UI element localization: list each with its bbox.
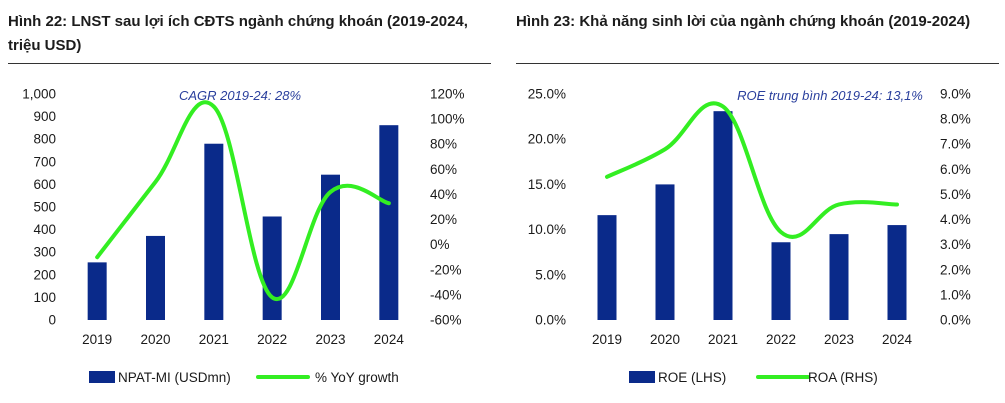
- right-axis-tick: 40%: [430, 187, 457, 202]
- figure-22-rule: [8, 63, 491, 64]
- category-label: 2020: [650, 332, 680, 347]
- right-axis-tick: 8.0%: [940, 112, 971, 127]
- bar-2022: [771, 242, 791, 320]
- bar-2023: [321, 174, 340, 320]
- legend-bar-label: NPAT-MI (USDmn): [118, 370, 231, 385]
- legend-bar-label: ROE (LHS): [658, 370, 726, 385]
- left-axis-tick: 600: [33, 177, 56, 192]
- bar-2019: [87, 262, 107, 320]
- bar-2020: [146, 235, 165, 320]
- category-label: 2022: [257, 332, 287, 347]
- figure-22-panel: Hình 22: LNST sau lợi ích CĐTS ngành chứ…: [0, 0, 497, 403]
- left-axis-tick: 700: [33, 154, 56, 169]
- left-axis-tick: 20.0%: [528, 132, 566, 147]
- category-label: 2021: [199, 332, 229, 347]
- left-axis-tick: 10.0%: [528, 222, 566, 237]
- left-axis-tick: 15.0%: [528, 177, 566, 192]
- right-axis-tick: 60%: [430, 162, 457, 177]
- right-axis-tick: 2.0%: [940, 262, 971, 277]
- figure-23-panel: Hình 23: Khả năng sinh lời của ngành chứ…: [508, 0, 1005, 403]
- bar-2023: [829, 234, 849, 320]
- right-axis-tick: 3.0%: [940, 237, 971, 252]
- right-axis-tick: -60%: [430, 313, 462, 328]
- left-axis-tick: 900: [33, 109, 56, 124]
- category-label: 2021: [708, 332, 738, 347]
- right-axis-tick: 6.0%: [940, 162, 971, 177]
- right-axis-tick: 80%: [430, 137, 457, 152]
- right-axis-tick: 1.0%: [940, 287, 971, 302]
- left-axis-tick: 0: [48, 313, 56, 328]
- left-axis-tick: 400: [33, 222, 56, 237]
- roe-average-annotation: ROE trung bình 2019-24: 13,1%: [737, 88, 923, 103]
- bar-2021: [204, 143, 224, 320]
- category-label: 2024: [882, 332, 913, 347]
- roe-roa-chart: ROE trung bình 2019-24: 13,1% 0.0% 5.0% 10…: [528, 87, 971, 386]
- legend-line-label: % YoY growth: [315, 370, 399, 385]
- left-axis-tick: 25.0%: [528, 87, 566, 102]
- bar-2021: [713, 111, 733, 320]
- left-axis-tick: 500: [33, 200, 56, 215]
- right-axis-tick: 0.0%: [940, 313, 971, 328]
- npat-growth-chart: CAGR 2019-24: 28% 0 100 200 300 400 500 600 700…: [22, 87, 465, 386]
- right-axis-tick: 120%: [430, 87, 465, 102]
- right-axis-tick: 100%: [430, 112, 465, 127]
- line-series--yoy-growth: [95, 100, 391, 302]
- category-label: 2023: [315, 332, 345, 347]
- right-axis-tick: 5.0%: [940, 187, 971, 202]
- legend-bar-swatch: [629, 371, 655, 383]
- left-axis-tick: 200: [33, 267, 56, 282]
- left-axis-tick: 800: [33, 132, 56, 147]
- category-label: 2020: [140, 332, 170, 347]
- category-label: 2019: [592, 332, 622, 347]
- bar-2024: [379, 125, 399, 320]
- right-axis-tick: -40%: [430, 287, 462, 302]
- category-label: 2023: [824, 332, 854, 347]
- left-axis-tick: 100: [33, 290, 56, 305]
- left-axis-tick: 1,000: [22, 87, 56, 102]
- bar-2024: [887, 225, 907, 320]
- figure-23-rule: [516, 63, 999, 64]
- right-axis-tick: 0%: [430, 237, 450, 252]
- bar-2019: [597, 215, 617, 320]
- category-label: 2019: [82, 332, 112, 347]
- category-label: 2024: [374, 332, 405, 347]
- category-label: 2022: [766, 332, 796, 347]
- right-axis-tick: 20%: [430, 212, 457, 227]
- legend-bar-swatch: [89, 371, 115, 383]
- legend-line-label: ROA (RHS): [808, 370, 878, 385]
- bar-2020: [655, 184, 675, 320]
- left-axis-tick: 5.0%: [535, 267, 566, 282]
- right-axis-tick: -20%: [430, 262, 462, 277]
- figure-23-title: Hình 23: Khả năng sinh lời của ngành chứ…: [516, 13, 971, 30]
- figure-22-title: Hình 22: LNST sau lợi ích CĐTS ngành chứ…: [8, 13, 468, 54]
- line-series-roa-rhs-: [605, 101, 899, 239]
- bar-2022: [262, 216, 282, 320]
- left-axis-tick: 300: [33, 245, 56, 260]
- right-axis-tick: 4.0%: [940, 212, 971, 227]
- cagr-annotation: CAGR 2019-24: 28%: [179, 88, 301, 103]
- left-axis-tick: 0.0%: [535, 313, 566, 328]
- right-axis-tick: 7.0%: [940, 137, 971, 152]
- right-axis-tick: 9.0%: [940, 87, 971, 102]
